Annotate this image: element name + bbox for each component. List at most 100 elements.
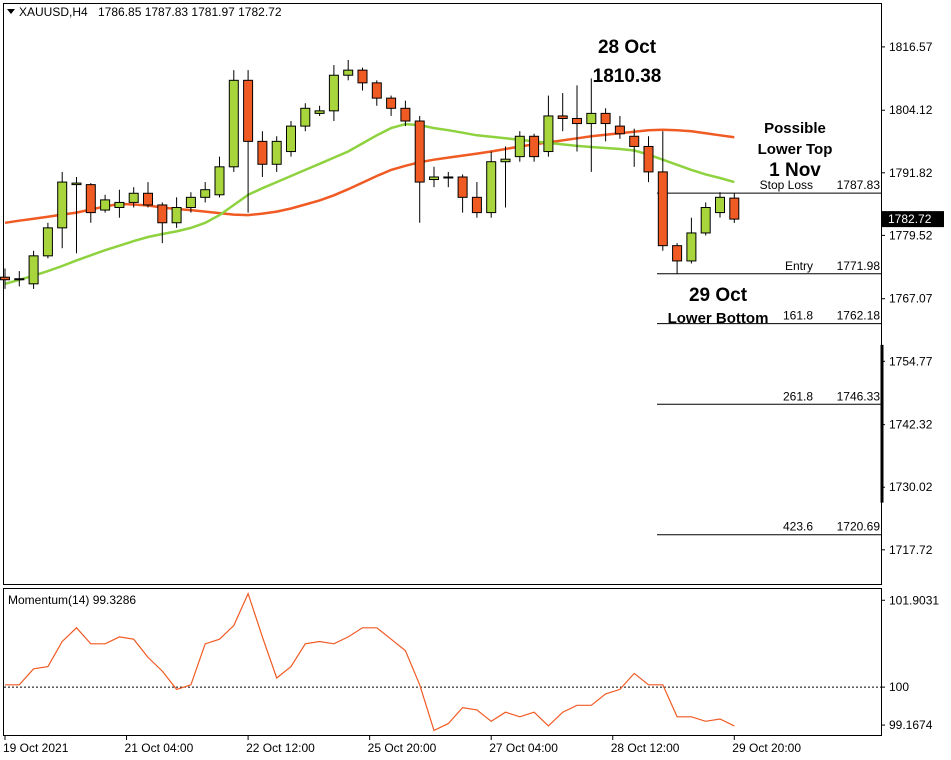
momentum-line	[5, 591, 735, 732]
bullish-candle-body	[586, 112, 597, 125]
candlestick	[500, 146, 511, 208]
candlestick	[228, 70, 239, 172]
triangle-down-icon[interactable]	[7, 9, 15, 14]
level-label: 423.6	[783, 520, 813, 534]
level-label: 261.8	[783, 389, 813, 403]
bottom-date-annotation: 29 Oct	[689, 285, 748, 306]
candlestick	[629, 128, 640, 167]
candlestick	[114, 189, 125, 218]
bullish-candle-body	[200, 189, 211, 198]
bullish-candle-body	[500, 158, 511, 163]
bullish-candle-body	[700, 207, 711, 234]
candlestick	[243, 70, 254, 213]
level-value: 1746.33	[837, 389, 881, 403]
time-tick-label: 29 Oct 20:00	[732, 741, 801, 755]
fast-moving-average-line	[4, 122, 735, 286]
candlestick	[143, 182, 153, 208]
candlestick	[557, 93, 568, 132]
symbol-timeframe: XAUUSD,H4	[19, 5, 88, 19]
bullish-candle-body	[185, 196, 196, 209]
bearish-candle-body	[471, 196, 482, 214]
bullish-candle-body	[228, 79, 239, 168]
candlestick	[42, 222, 53, 259]
level-label: Entry	[785, 259, 813, 273]
candlestick	[672, 243, 683, 274]
current-price-marker: 1782.72	[882, 211, 944, 228]
candlestick	[128, 187, 139, 208]
bullish-candle-body	[328, 74, 339, 112]
bullish-candle-body	[543, 115, 554, 153]
peak-value-annotation: 1810.38	[593, 66, 662, 87]
candlestick	[0, 268, 10, 289]
bullish-candle-body	[300, 107, 311, 127]
level-label: 161.8	[783, 309, 813, 323]
bullish-candle-body	[214, 166, 225, 196]
bearish-candle-body	[357, 69, 368, 84]
lower-top-annotation-line2: Lower Top	[758, 141, 833, 158]
bearish-candle-body	[457, 176, 468, 198]
bearish-candle-body	[672, 245, 683, 262]
candlestick	[314, 105, 325, 116]
bullish-candle-body	[114, 201, 125, 209]
candlestick	[286, 121, 296, 157]
bullish-candle-body	[343, 69, 354, 76]
fibonacci-levels: Stop Loss 1787.83 Entry 1771.98 161.8 1762.18…	[657, 178, 881, 536]
lower-top-annotation-line1: Possible	[764, 120, 826, 137]
time-tick-label: 27 Oct 04:00	[489, 741, 558, 755]
bearish-candle-body	[400, 107, 411, 122]
bearish-candle-body	[557, 115, 568, 119]
candlestick	[471, 182, 482, 218]
bullish-candle-body	[100, 199, 111, 211]
momentum-tick-label: 99.1674	[889, 718, 933, 732]
bullish-candle-body	[286, 125, 296, 153]
momentum-tick-label: 101.9031	[889, 593, 939, 607]
price-tick-label: 1791.82	[889, 166, 933, 180]
candlestick	[157, 202, 168, 244]
bearish-candle-body	[157, 204, 168, 224]
lower-top-date-annotation: 1 Nov	[769, 160, 821, 181]
bearish-candle-body	[614, 125, 625, 135]
candlestick	[729, 193, 740, 223]
candlestick	[586, 78, 597, 172]
candlestick	[543, 95, 554, 157]
momentum-label: Momentum(14) 99.3286	[8, 593, 136, 607]
price-axis: 1816.57 1804.12 1791.82 1779.52 1767.07 1754.…	[880, 40, 933, 557]
candlestick	[300, 103, 311, 132]
slow-moving-average-line	[4, 128, 735, 225]
candlestick	[386, 95, 397, 116]
level-value: 1720.69	[837, 520, 881, 534]
candlestick	[357, 67, 368, 91]
candlestick	[400, 100, 411, 127]
time-tick-label: 25 Oct 20:00	[368, 741, 437, 755]
bearish-candle-body	[629, 135, 640, 147]
candlestick	[85, 183, 96, 223]
bullish-candle-body	[28, 255, 39, 285]
candlestick	[514, 131, 525, 162]
ohlc-readout: 1786.85 1787.83 1781.97 1782.72	[98, 5, 282, 19]
level-value: 1771.98	[837, 259, 881, 273]
candlestick	[57, 171, 68, 249]
current-price-label: 1782.72	[888, 212, 932, 226]
candlestick	[185, 192, 196, 213]
bearish-candle-body	[414, 120, 425, 183]
bullish-candle-body	[486, 161, 497, 214]
candlestick	[414, 115, 425, 223]
bearish-candle-body	[243, 79, 254, 142]
price-tick-label: 1779.52	[889, 228, 933, 242]
candlestick	[429, 166, 439, 188]
bearish-candle-body	[257, 140, 268, 165]
bearish-candle-body	[729, 197, 740, 220]
price-tick-label: 1767.07	[889, 292, 933, 306]
bullish-candle-body	[14, 278, 25, 281]
time-tick-label: 19 Oct 2021	[3, 741, 69, 755]
candlestick	[486, 151, 497, 218]
bearish-candle-body	[643, 145, 654, 173]
momentum-indicator: 101.9031 100 99.1674	[4, 591, 939, 732]
bearish-candle-body	[371, 82, 382, 99]
momentum-panel-frame	[3, 588, 882, 736]
lower-bottom-annotation: Lower Bottom	[668, 310, 769, 327]
candlestick	[457, 174, 468, 213]
bullish-candle-body	[57, 181, 68, 229]
bullish-candle-body	[686, 232, 697, 262]
main-panel-frame	[3, 3, 882, 585]
